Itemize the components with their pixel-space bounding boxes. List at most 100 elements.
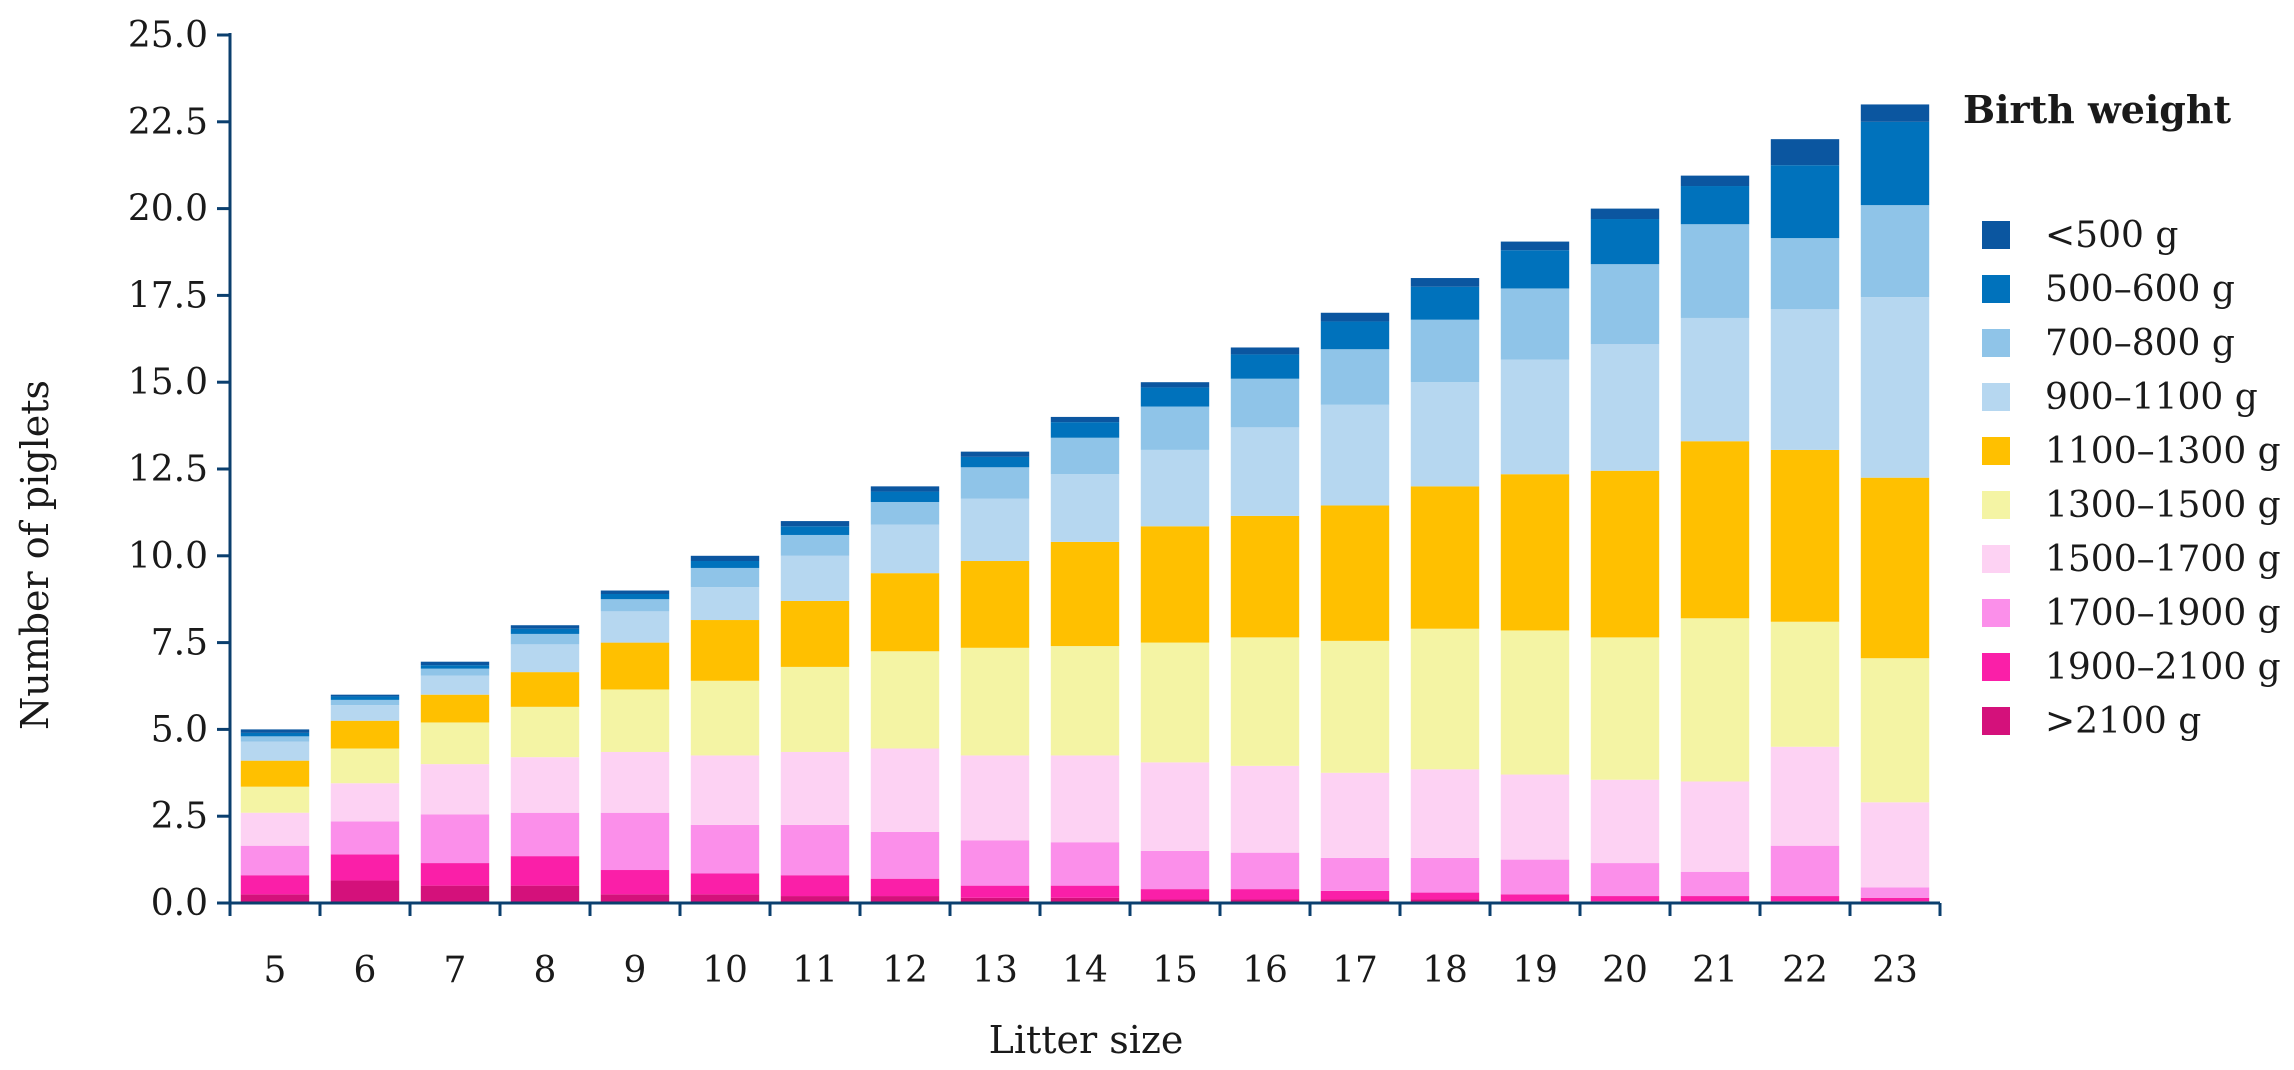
bar-segment-19-s9	[1500, 241, 1570, 251]
y-tick-label-10: 25.0	[128, 15, 208, 56]
bar-segment-13-s6	[960, 498, 1030, 562]
bar-segment-22-s3	[1770, 746, 1840, 846]
bar-segment-11-s4	[780, 666, 850, 752]
x-tick-label-16: 16	[1242, 950, 1288, 991]
bar-segment-10-s6	[690, 587, 760, 621]
bar-segment-22-s2	[1770, 845, 1840, 897]
y-tick-label-2: 5.0	[151, 709, 208, 750]
bar-segment-10-s4	[690, 680, 760, 756]
legend-label: 700–800 g	[2045, 323, 2235, 364]
bar-stack-14	[1050, 416, 1120, 903]
bar-segment-11-s2	[780, 824, 850, 876]
bar-segment-8-s8	[510, 628, 580, 634]
bar-segment-6-s7	[330, 699, 400, 706]
bar-segment-12-s5	[870, 573, 940, 652]
bar-segment-20-s4	[1590, 637, 1660, 780]
bar-stack-16	[1230, 347, 1300, 903]
bar-segment-7-s8	[420, 665, 490, 669]
bar-stack-23	[1860, 104, 1930, 903]
bar-segment-12-s4	[870, 651, 940, 749]
bar-segment-7-s1	[420, 863, 490, 886]
bar-segment-23-s5	[1860, 477, 1930, 659]
bar-segment-19-s7	[1500, 288, 1570, 360]
legend-label: 1100–1300 g	[2045, 431, 2281, 472]
bar-segment-19-s2	[1500, 859, 1570, 895]
bar-segment-6-s5	[330, 720, 400, 749]
legend-label: <500 g	[2045, 215, 2178, 256]
bar-segment-6-s2	[330, 821, 400, 855]
bar-segment-11-s3	[780, 751, 850, 825]
bar-segment-22-s4	[1770, 621, 1840, 747]
bar-stack-10	[690, 555, 760, 903]
bar-segment-21-s9	[1680, 175, 1750, 187]
bar-stack-8	[510, 625, 580, 903]
bar-segment-9-s1	[600, 870, 670, 895]
bar-segment-8-s7	[510, 633, 580, 645]
bar-segment-7-s2	[420, 814, 490, 864]
bar-segment-19-s1	[1500, 894, 1570, 902]
legend-swatch	[1982, 491, 2010, 519]
legend-label: >2100 g	[2045, 701, 2201, 742]
bar-segment-10-s2	[690, 824, 760, 874]
bar-stack-11	[780, 521, 850, 903]
legend-swatch	[1982, 275, 2010, 303]
y-tick-label-3: 7.5	[151, 623, 208, 664]
bar-segment-20-s5	[1590, 470, 1660, 638]
bar-segment-5-s4	[240, 786, 310, 813]
bar-segment-21-s2	[1680, 871, 1750, 897]
bar-segment-14-s4	[1050, 646, 1120, 756]
bar-segment-22-s9	[1770, 139, 1840, 166]
bar-segment-21-s5	[1680, 441, 1750, 619]
bar-stack-20	[1590, 208, 1660, 903]
legend-label: 1500–1700 g	[2045, 539, 2281, 580]
bar-segment-9-s5	[600, 642, 670, 690]
y-tick-label-0: 0.0	[151, 883, 208, 924]
bar-segment-10-s1	[690, 873, 760, 895]
bar-stack-12	[870, 486, 940, 903]
legend-label: 1900–2100 g	[2045, 647, 2281, 688]
bar-segment-17-s4	[1320, 640, 1390, 773]
bar-segment-13-s9	[960, 451, 1030, 457]
bar-segment-15-s8	[1140, 387, 1210, 407]
y-tick-label-5: 12.5	[128, 449, 208, 490]
bar-segment-9-s0	[600, 894, 670, 903]
legend-swatch	[1982, 329, 2010, 357]
bar-segment-20-s1	[1590, 896, 1660, 902]
axes-group: 0.0 2.5 5.0 7.5 10.0 12.5 15.0 17.5 20.0 22.5 25.0…	[128, 15, 1942, 991]
x-tick-label-23: 23	[1872, 950, 1918, 991]
bar-segment-14-s1	[1050, 885, 1120, 898]
y-tick-label-8: 20.0	[128, 189, 208, 230]
bar-segment-13-s5	[960, 561, 1030, 648]
bar-segment-14-s2	[1050, 842, 1120, 886]
bar-segment-8-s1	[510, 856, 580, 886]
bar-segment-5-s3	[240, 812, 310, 846]
bar-segment-9-s2	[600, 812, 670, 871]
bar-segment-16-s8	[1230, 354, 1300, 379]
legend-item: 1100–1300 g	[1982, 431, 2281, 472]
x-tick-label-17: 17	[1332, 950, 1378, 991]
bar-segment-15-s0	[1140, 899, 1210, 903]
bar-segment-18-s8	[1410, 286, 1480, 320]
x-tick-label-20: 20	[1602, 950, 1648, 991]
bar-segment-14-s0	[1050, 897, 1120, 903]
bar-segment-16-s2	[1230, 852, 1300, 890]
x-tick-label-19: 19	[1512, 950, 1558, 991]
bar-segment-17-s3	[1320, 772, 1390, 858]
bar-segment-6-s1	[330, 854, 400, 881]
bar-segment-7-s5	[420, 694, 490, 723]
bar-segment-5-s0	[240, 894, 310, 903]
bar-segment-13-s4	[960, 647, 1030, 756]
bar-segment-6-s0	[330, 880, 400, 903]
bar-segment-8-s2	[510, 812, 580, 857]
bar-stack-21	[1680, 175, 1750, 903]
bar-stack-9	[600, 590, 670, 903]
bar-segment-18-s4	[1410, 628, 1480, 770]
x-tick-label-14: 14	[1062, 950, 1108, 991]
bar-segment-12-s2	[870, 831, 940, 879]
bar-segment-17-s5	[1320, 505, 1390, 641]
legend-swatch	[1982, 221, 2010, 249]
bar-segment-23-s7	[1860, 205, 1930, 298]
x-tick-label-15: 15	[1152, 950, 1198, 991]
